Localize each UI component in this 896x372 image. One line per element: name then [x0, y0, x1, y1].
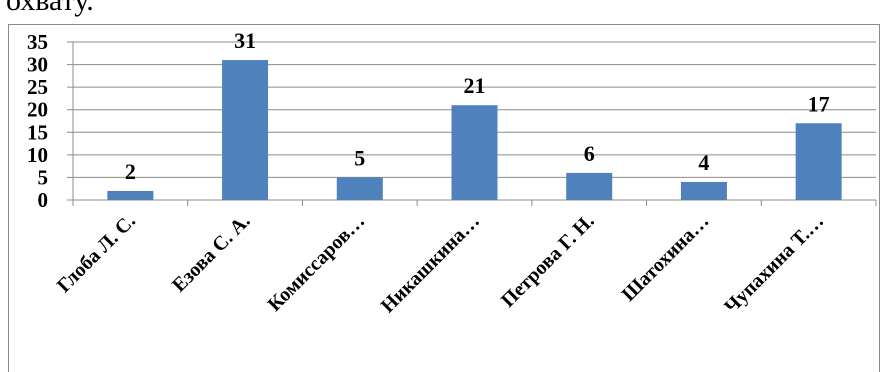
chart-frame [8, 24, 880, 372]
y-tick-label: 20 [27, 98, 48, 122]
bar [451, 105, 498, 200]
bar [566, 172, 613, 200]
y-tick-label: 35 [27, 30, 48, 54]
x-tick-label: Глоба Л. С. [53, 210, 140, 297]
x-tick-label: Езова С. А. [168, 210, 255, 297]
x-tick-label: Петрова Г. Н. [497, 210, 599, 312]
y-tick-label: 25 [27, 75, 48, 99]
bar [107, 190, 154, 200]
y-tick-label: 5 [38, 165, 49, 189]
data-label: 4 [698, 150, 709, 175]
y-tick-label: 15 [27, 120, 48, 144]
x-tick-label: Никашкина… [377, 210, 484, 317]
data-label: 5 [354, 145, 365, 170]
bar [680, 181, 727, 200]
data-label: 17 [808, 91, 830, 116]
bars [107, 60, 842, 200]
data-label: 6 [584, 141, 595, 166]
y-tick-label: 0 [38, 188, 49, 212]
bar [222, 60, 269, 200]
data-label: 21 [464, 73, 486, 98]
x-tick-label: Шатохина… [618, 210, 714, 306]
y-tick-label: 30 [27, 53, 48, 77]
x-tick-labels: Глоба Л. С. Езова С. А. Комиссаров… Никашки… [53, 210, 828, 318]
y-tick-label: 10 [27, 143, 48, 167]
data-label: 2 [125, 159, 136, 184]
bar [336, 177, 383, 200]
bar [795, 123, 842, 200]
top-text-fragment: охвату. [6, 0, 94, 17]
data-labels: 2 31 5 21 6 4 17 [125, 28, 830, 184]
x-tick-label: Чупахина Т.… [720, 210, 828, 318]
data-label: 31 [234, 28, 256, 53]
x-tick-label: Комиссаров… [263, 210, 369, 316]
